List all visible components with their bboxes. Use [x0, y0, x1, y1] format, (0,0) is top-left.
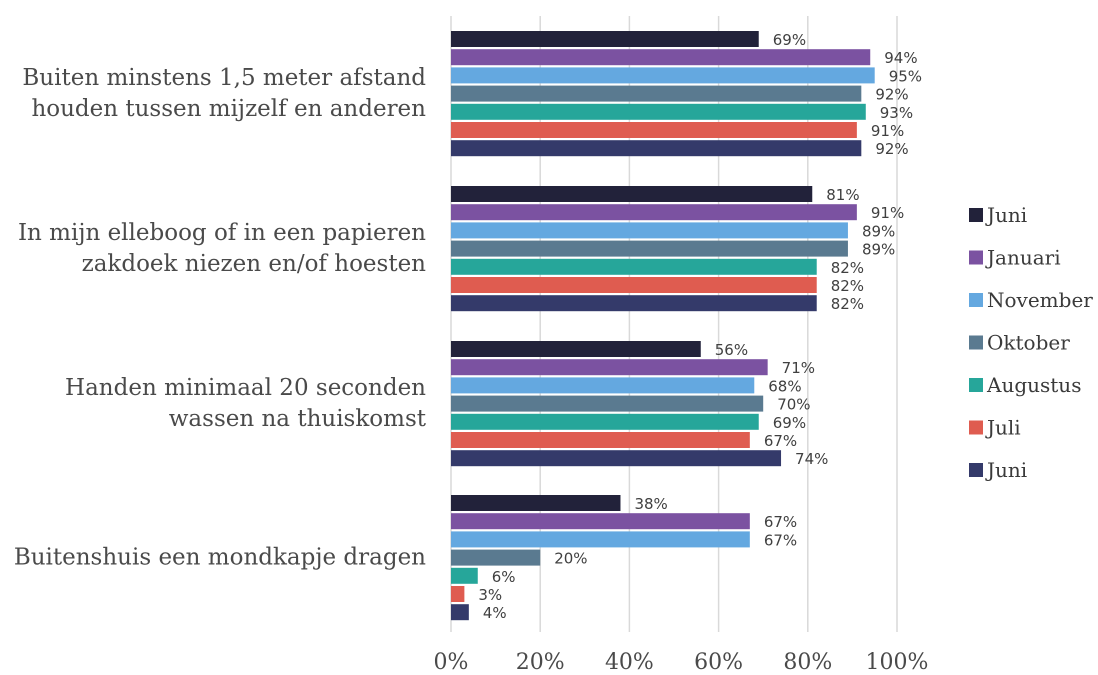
bar [451, 103, 866, 120]
data-label: 71% [782, 359, 815, 377]
bar [451, 85, 862, 102]
legend-swatch [969, 420, 983, 435]
bar [451, 413, 759, 430]
legend-swatch [969, 335, 983, 350]
legend-label: Juni [985, 458, 1027, 482]
legend: Juni Januari November Oktober Augustus Juli Ju… [969, 203, 1093, 482]
data-label: 89% [862, 241, 895, 259]
category-label: wassen na thuiskomst [169, 406, 427, 432]
category-label: Buiten minstens 1,5 meter afstand [22, 65, 426, 91]
data-label: 74% [795, 450, 828, 468]
bar [451, 277, 817, 293]
bar [451, 204, 857, 221]
x-tick-label: 60% [694, 650, 743, 675]
data-label: 91% [871, 122, 904, 140]
bar [451, 567, 478, 584]
bar [451, 432, 750, 448]
data-label: 6% [492, 568, 516, 586]
data-label: 56% [715, 341, 748, 359]
data-label: 91% [871, 204, 904, 222]
bar [451, 586, 465, 602]
legend-label: Juli [985, 416, 1021, 440]
data-label: 68% [768, 377, 801, 395]
legend-swatch [969, 378, 983, 392]
data-label: 82% [831, 259, 864, 277]
x-tick-label: 20% [516, 650, 565, 675]
data-label: 20% [554, 550, 587, 568]
bar [451, 295, 817, 312]
data-label: 3% [478, 586, 502, 604]
legend-label: Augustus [986, 373, 1081, 397]
x-tick-label: 0% [434, 650, 469, 675]
legend-label: Oktober [987, 331, 1070, 355]
bar [451, 377, 755, 394]
bar [451, 341, 701, 357]
data-label: 69% [773, 414, 806, 432]
data-label: 82% [831, 277, 864, 295]
data-label: 92% [875, 140, 908, 158]
bar [451, 49, 871, 66]
bar [451, 122, 857, 138]
bar [451, 450, 782, 467]
bar [451, 186, 813, 202]
bar [451, 549, 541, 566]
bar [451, 395, 764, 412]
data-label: 4% [483, 604, 507, 622]
data-label: 67% [764, 531, 797, 549]
data-label: 82% [831, 295, 864, 313]
bar [451, 240, 848, 257]
bar [451, 31, 759, 47]
data-label: 89% [862, 222, 895, 240]
category-label: In mijn elleboog of in een papieren [18, 220, 426, 246]
x-tick-label: 100% [866, 650, 929, 675]
data-label: 67% [764, 432, 797, 450]
legend-swatch [969, 293, 983, 307]
legend-label: November [987, 288, 1093, 312]
bar [451, 359, 768, 376]
legend-swatch [969, 208, 983, 222]
data-labels: 69%94%95%92%93%91%92%81%91%89%89%82%82%8… [478, 31, 922, 622]
legend-label: Januari [985, 246, 1061, 270]
legend-label: Juni [985, 203, 1027, 227]
legend-swatch [969, 463, 983, 477]
data-label: 95% [889, 67, 922, 85]
category-labels: Buiten minstens 1,5 meter afstand houden … [14, 65, 427, 571]
legend-swatch [969, 250, 983, 265]
bar [451, 604, 469, 621]
data-label: 92% [875, 86, 908, 104]
data-label: 93% [880, 104, 913, 122]
bar [451, 67, 875, 84]
category-label: zakdoek niezen en/of hoesten [82, 251, 427, 277]
bar [451, 513, 750, 530]
data-label: 70% [777, 396, 810, 414]
data-label: 67% [764, 513, 797, 531]
x-tick-label: 40% [605, 650, 654, 675]
x-axis-ticks: 0% 20% 40% 60% 80% 100% [434, 650, 929, 675]
bar [451, 222, 848, 239]
bar [451, 495, 621, 511]
data-label: 94% [884, 49, 917, 67]
bar [451, 258, 817, 275]
category-label: houden tussen mijzelf en anderen [31, 96, 426, 122]
bars [451, 31, 875, 621]
x-tick-label: 80% [783, 650, 832, 675]
data-label: 38% [634, 495, 667, 513]
category-label: Handen minimaal 20 seconden [65, 375, 426, 401]
data-label: 69% [773, 31, 806, 49]
category-label: Buitenshuis een mondkapje dragen [14, 545, 426, 571]
bar [451, 531, 750, 548]
bar [451, 140, 862, 157]
data-label: 81% [826, 186, 859, 204]
